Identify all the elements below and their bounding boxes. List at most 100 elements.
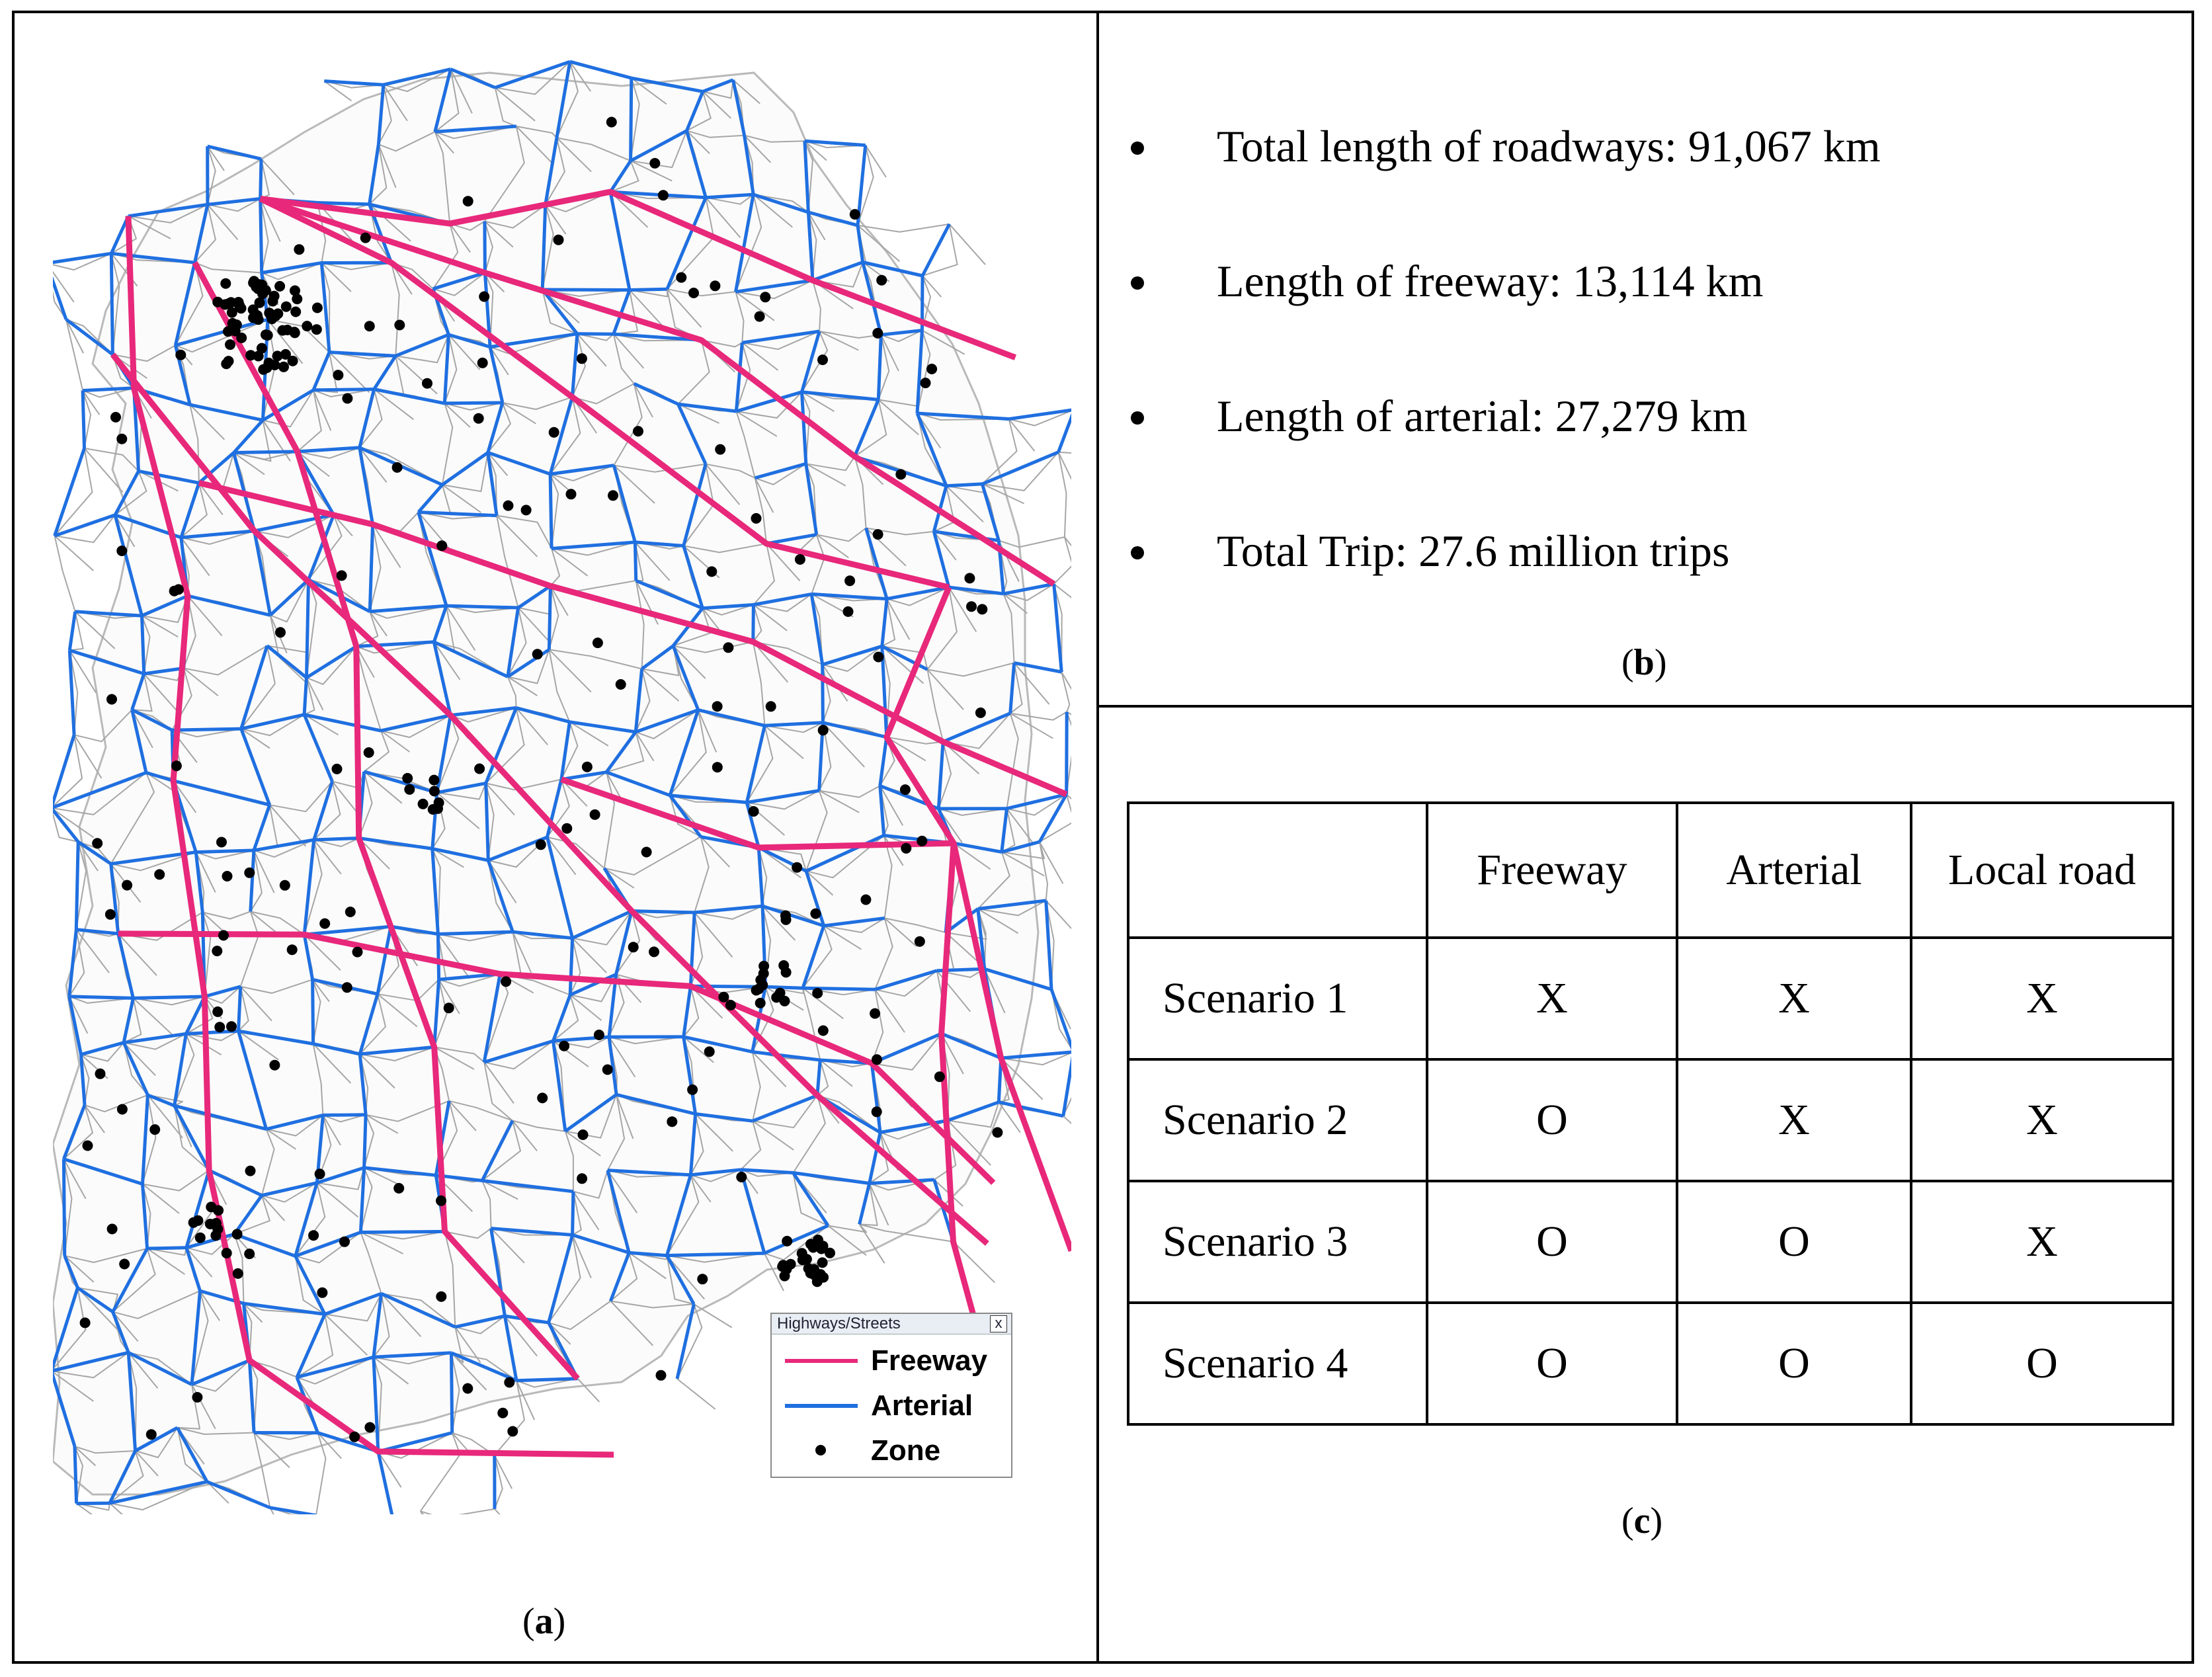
local-road bbox=[635, 580, 645, 669]
arterial-road bbox=[302, 839, 316, 935]
arterial-road bbox=[316, 1166, 365, 1185]
freeway-road bbox=[192, 261, 580, 1381]
local-road bbox=[753, 641, 789, 683]
arterial-road bbox=[1003, 582, 1055, 596]
arterial-road bbox=[675, 1303, 696, 1379]
arterial-road bbox=[372, 1357, 380, 1452]
local-road bbox=[881, 645, 924, 684]
arterial-road bbox=[607, 974, 618, 1038]
local-road bbox=[359, 993, 386, 1055]
local-road bbox=[569, 938, 581, 995]
zone-dot bbox=[229, 325, 241, 337]
zone-dot bbox=[608, 490, 618, 501]
zone-dot bbox=[917, 835, 928, 846]
local-road bbox=[630, 77, 640, 161]
cell-value: X bbox=[1676, 936, 1912, 1061]
local-road bbox=[753, 641, 823, 665]
arterial-road bbox=[67, 996, 83, 1055]
local-road bbox=[921, 275, 931, 331]
local-road bbox=[199, 1290, 220, 1321]
local-road bbox=[241, 714, 305, 737]
zone-dot bbox=[192, 1392, 203, 1403]
local-road bbox=[516, 126, 557, 139]
local-road bbox=[922, 224, 958, 276]
local-road bbox=[434, 1046, 475, 1070]
zone-dot bbox=[817, 1257, 828, 1268]
local-road bbox=[686, 91, 712, 132]
zone-dot bbox=[110, 411, 121, 423]
local-road bbox=[191, 1290, 209, 1385]
arterial-road bbox=[517, 585, 552, 610]
arterial-road bbox=[122, 997, 135, 1043]
zone-dot bbox=[106, 694, 117, 705]
local-road bbox=[53, 1352, 129, 1379]
local-road bbox=[128, 204, 208, 224]
local-road bbox=[395, 334, 450, 364]
local-road bbox=[381, 1293, 456, 1328]
zone-dot bbox=[360, 232, 371, 243]
arterial-road bbox=[297, 446, 360, 454]
local-road bbox=[881, 598, 896, 647]
arterial-road bbox=[506, 607, 520, 677]
arterial-road bbox=[616, 1092, 696, 1116]
local-road bbox=[360, 1231, 445, 1240]
local-road bbox=[550, 548, 561, 587]
local-road bbox=[917, 413, 947, 487]
arterial-road bbox=[450, 706, 516, 717]
arterial-road bbox=[698, 708, 765, 727]
zone-dot bbox=[615, 679, 626, 690]
arterial-road bbox=[516, 1377, 578, 1383]
local-road bbox=[317, 202, 327, 263]
local-road bbox=[363, 771, 403, 804]
local-road bbox=[485, 783, 495, 861]
arterial-road bbox=[418, 511, 497, 518]
arterial-road bbox=[706, 192, 754, 200]
local-road bbox=[390, 263, 400, 356]
local-road bbox=[451, 1352, 517, 1381]
arterial-road bbox=[363, 770, 438, 795]
arterial-road bbox=[173, 779, 270, 807]
arterial-road bbox=[295, 1313, 327, 1378]
local-road bbox=[69, 649, 97, 694]
arterial-road bbox=[870, 1063, 882, 1133]
local-road bbox=[63, 1104, 93, 1160]
local-road bbox=[802, 987, 821, 1061]
zone-dot bbox=[872, 327, 883, 339]
local-road bbox=[869, 1132, 889, 1184]
zone-dot bbox=[712, 701, 723, 712]
arterial-road bbox=[607, 1036, 618, 1095]
local-road bbox=[294, 1256, 325, 1315]
zone-dot bbox=[232, 1268, 243, 1279]
zone-dot bbox=[697, 1274, 708, 1285]
arterial-road bbox=[259, 198, 264, 273]
local-road bbox=[234, 1195, 270, 1235]
local-road bbox=[173, 780, 197, 813]
zone-dot bbox=[577, 1173, 588, 1184]
local-road bbox=[507, 676, 538, 696]
zone-dot bbox=[844, 575, 856, 587]
arterial-road bbox=[253, 838, 315, 852]
local-road bbox=[998, 536, 1065, 548]
cell-value: X bbox=[1910, 1180, 2174, 1304]
arterial-road bbox=[915, 330, 924, 414]
local-road bbox=[512, 1120, 566, 1132]
local-road bbox=[1000, 1057, 1044, 1100]
zone-dot bbox=[504, 1377, 515, 1388]
local-road bbox=[382, 84, 408, 122]
local-road bbox=[173, 1034, 195, 1106]
local-road bbox=[1053, 583, 1071, 598]
zone-dot bbox=[171, 760, 182, 772]
arterial-road bbox=[688, 1114, 698, 1175]
zone-dot bbox=[628, 942, 639, 953]
local-road bbox=[383, 68, 451, 93]
local-road bbox=[946, 485, 984, 523]
arterial-road bbox=[239, 728, 272, 806]
local-road bbox=[682, 986, 700, 1038]
local-road bbox=[181, 537, 210, 577]
local-road bbox=[481, 1180, 492, 1229]
local-road bbox=[117, 933, 157, 976]
local-road bbox=[610, 160, 639, 193]
arterial-road bbox=[376, 926, 393, 995]
local-road bbox=[981, 483, 1024, 505]
close-icon[interactable]: x bbox=[990, 1315, 1007, 1332]
